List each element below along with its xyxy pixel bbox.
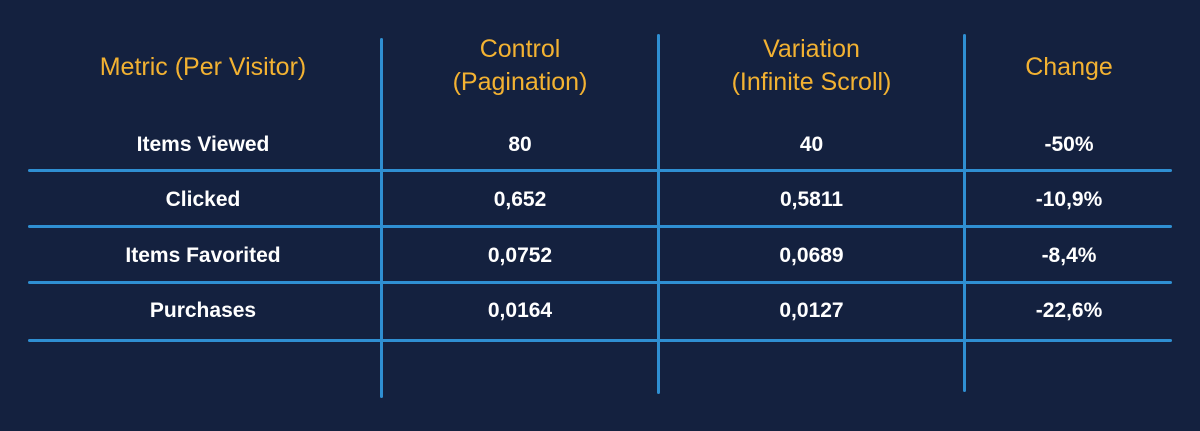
- header-variation-line1: Variation: [763, 35, 860, 63]
- column-divider-2: [657, 34, 660, 394]
- row-divider-2: [28, 225, 1172, 228]
- row-3-change: -8,4%: [1041, 244, 1097, 267]
- header-change-label: Change: [1025, 53, 1113, 81]
- header-control-line1: Control: [479, 35, 561, 63]
- row-3-metric: Items Favorited: [125, 244, 281, 267]
- row-1-control: 80: [508, 133, 532, 156]
- row-3-control: 0,0752: [487, 244, 553, 267]
- column-divider-3: [963, 34, 966, 392]
- row-divider-4: [28, 339, 1172, 342]
- row-3-variation: 0,0689: [779, 244, 844, 267]
- row-4-metric: Purchases: [149, 299, 257, 322]
- row-2-control: 0,652: [493, 188, 547, 211]
- row-1-change: -50%: [1044, 133, 1094, 156]
- row-4-control: 0,0164: [487, 299, 553, 322]
- header-variation: Variation (Infinite Scroll): [660, 33, 963, 99]
- header-control: Control (Pagination): [383, 33, 657, 99]
- column-divider-1: [380, 38, 383, 398]
- row-4-variation: 0,0127: [779, 299, 844, 322]
- row-divider-3: [28, 281, 1172, 284]
- row-2-change: -10,9%: [1035, 188, 1103, 211]
- header-metric: Metric (Per Visitor): [28, 51, 378, 84]
- header-change: Change: [966, 51, 1172, 84]
- row-1-metric: Items Viewed: [136, 133, 270, 156]
- row-4-change: -22,6%: [1035, 299, 1103, 322]
- row-1-variation: 40: [799, 133, 824, 156]
- header-metric-label: Metric (Per Visitor): [99, 53, 307, 81]
- row-divider-1: [28, 169, 1172, 172]
- header-control-line2: (Pagination): [452, 68, 588, 96]
- row-2-metric: Clicked: [165, 188, 241, 211]
- header-variation-line2: (Infinite Scroll): [731, 68, 892, 96]
- row-2-variation: 0,5811: [779, 188, 844, 211]
